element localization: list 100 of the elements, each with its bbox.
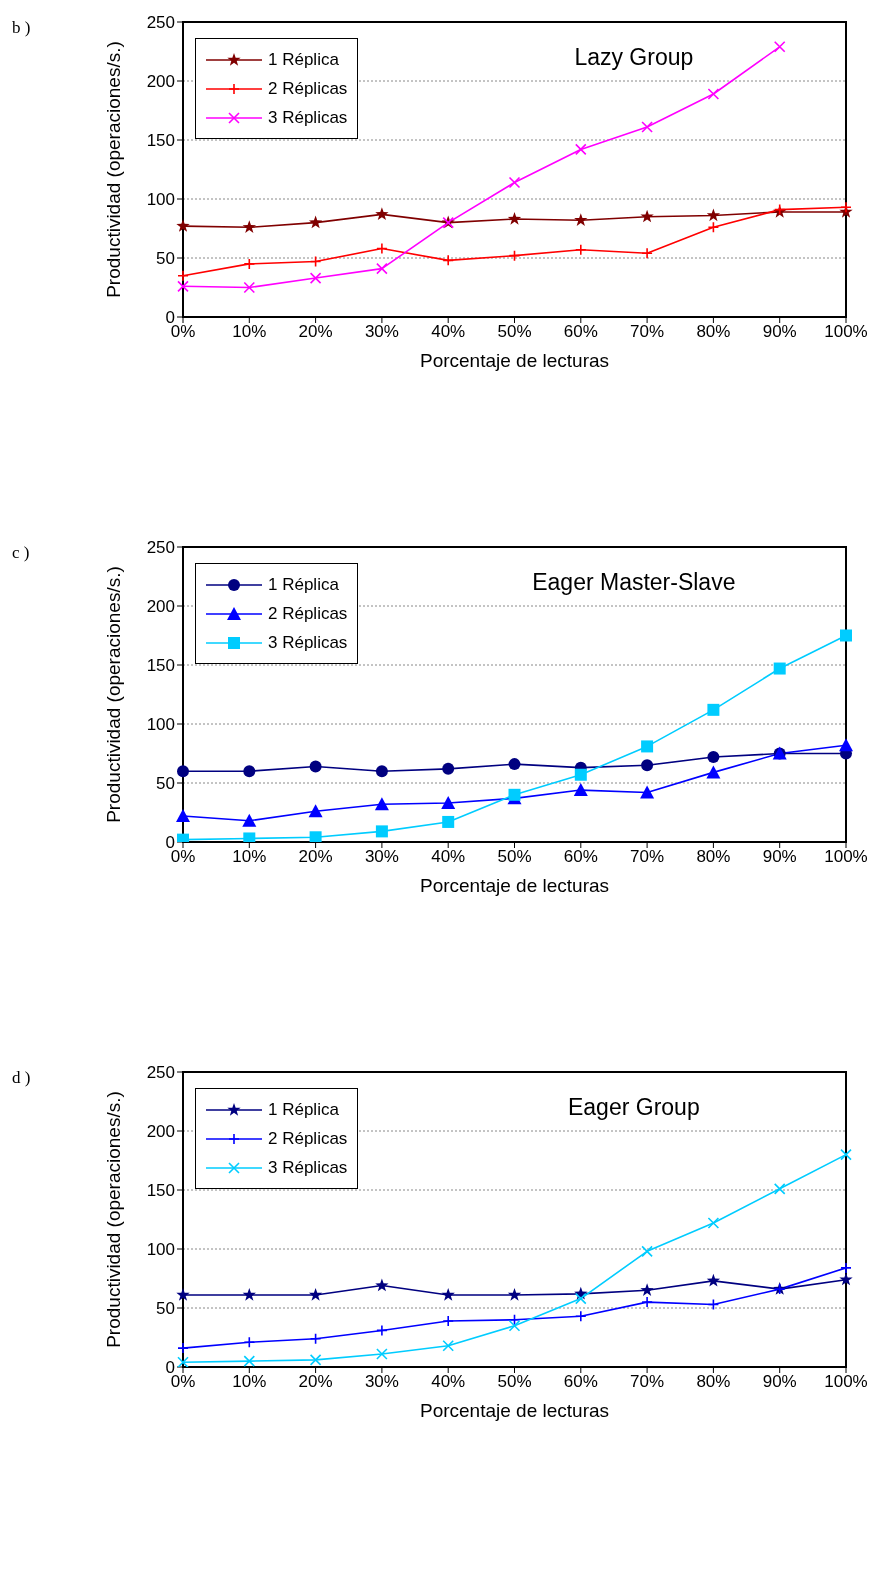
point	[442, 254, 454, 267]
x-tick-label: 100%	[824, 847, 868, 867]
point	[375, 207, 389, 220]
x-tick-label: 30%	[364, 322, 399, 342]
legend-label: 1 Réplica	[268, 574, 339, 595]
point	[309, 255, 322, 268]
point	[442, 762, 455, 775]
y-tick-label: 150	[146, 656, 175, 676]
point	[641, 740, 654, 753]
x-axis-title: Porcentaje de lecturas	[419, 875, 610, 896]
x-tick-label: 30%	[364, 1372, 399, 1392]
point	[308, 1288, 323, 1301]
x-tick-label: 50%	[497, 322, 532, 342]
point	[508, 758, 521, 771]
x-tick-label: 10%	[232, 322, 267, 342]
point	[376, 1324, 388, 1337]
x-tick-label: 30%	[364, 847, 399, 867]
text: Eager Master-Slave	[531, 569, 737, 596]
legend-label: 1 Réplica	[268, 49, 339, 70]
point	[376, 242, 388, 255]
point	[242, 1288, 256, 1301]
point	[375, 765, 388, 778]
point	[376, 262, 388, 275]
y-tick-label: 200	[146, 72, 175, 92]
point	[374, 797, 389, 811]
x-tick-label: 90%	[762, 1372, 797, 1392]
point	[839, 1272, 853, 1286]
point	[242, 220, 256, 233]
legend-label: 3 Réplicas	[268, 1157, 348, 1178]
y-tick-label: 150	[146, 1181, 175, 1201]
y-tick-label: 200	[146, 597, 175, 617]
point	[707, 221, 720, 234]
x-tick-label: 60%	[563, 847, 598, 867]
x-tick-label: 90%	[762, 847, 797, 867]
y-tick-label: 50	[156, 774, 175, 794]
point	[840, 1148, 852, 1161]
y-axis-title: Productividad (operaciones/s.)	[102, 41, 124, 298]
y-tick-label: 200	[146, 1122, 175, 1142]
point	[243, 832, 256, 842]
point	[773, 662, 786, 675]
point	[573, 783, 588, 797]
point	[309, 831, 322, 842]
point	[243, 1336, 256, 1349]
point	[575, 1310, 587, 1323]
x-tick-label: 50%	[497, 1372, 532, 1392]
text: Lazy Group	[573, 44, 695, 71]
point	[641, 1296, 653, 1308]
point	[243, 765, 256, 778]
point	[508, 176, 521, 189]
point	[176, 1288, 190, 1301]
y-tick-label: 250	[146, 538, 175, 558]
point	[177, 1342, 189, 1354]
point	[176, 809, 190, 823]
point	[840, 1262, 852, 1274]
point	[508, 1314, 521, 1326]
point	[376, 1348, 388, 1360]
y-tick-label: 100	[146, 190, 175, 210]
legend-label: 2 Réplicas	[268, 78, 348, 99]
point	[773, 40, 786, 53]
point	[575, 1292, 587, 1305]
point	[309, 1332, 322, 1345]
point	[574, 768, 587, 781]
point	[243, 1355, 256, 1367]
x-tick-label: 70%	[630, 1372, 665, 1392]
point	[840, 629, 852, 642]
point	[442, 815, 455, 828]
x-tick-label: 70%	[630, 322, 665, 342]
x-tick-label: 100%	[824, 322, 868, 342]
y-tick-label: 100	[146, 1240, 175, 1260]
y-tick-label: 50	[156, 1299, 175, 1319]
point	[640, 209, 654, 223]
point	[441, 1288, 455, 1301]
point	[308, 215, 323, 229]
point	[707, 703, 720, 716]
legend-label: 3 Réplicas	[268, 107, 348, 128]
text: d )	[12, 1068, 31, 1088]
point	[840, 201, 852, 214]
point	[641, 121, 653, 133]
x-tick-label: 40%	[431, 1372, 466, 1392]
legend-label: 2 Réplicas	[268, 603, 348, 624]
x-tick-label: 60%	[563, 322, 598, 342]
x-tick-label: 0%	[170, 1372, 196, 1392]
point	[177, 269, 189, 282]
point	[641, 247, 653, 260]
y-tick-label: 50	[156, 249, 175, 269]
point	[574, 213, 588, 226]
point	[442, 1339, 454, 1352]
point	[706, 208, 721, 222]
y-tick-label: 150	[146, 131, 175, 151]
point	[375, 1278, 389, 1292]
point	[508, 249, 521, 262]
point	[575, 143, 587, 156]
point	[243, 258, 256, 270]
point	[176, 219, 190, 232]
point	[309, 760, 322, 773]
point	[508, 1319, 521, 1332]
x-tick-label: 10%	[232, 847, 267, 867]
x-axis-title: Porcentaje de lecturas	[419, 350, 610, 371]
x-tick-label: 80%	[696, 847, 731, 867]
point	[641, 1245, 653, 1258]
